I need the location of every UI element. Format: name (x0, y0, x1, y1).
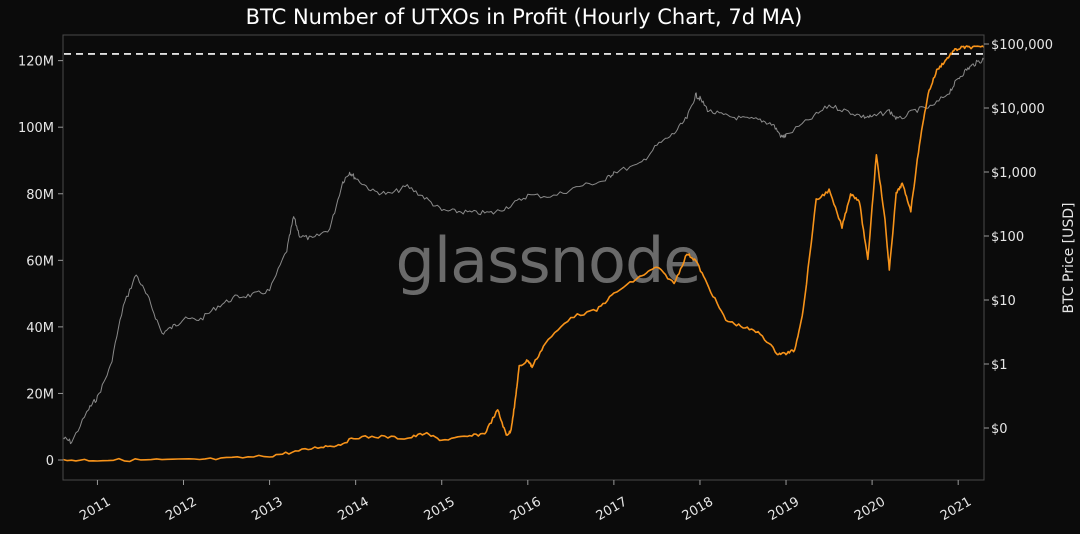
y-right-tick-label: $1 (991, 358, 1008, 373)
y-right-axis-label: BTC Price [USD] (1061, 202, 1077, 313)
chart-title: BTC Number of UTXOs in Profit (Hourly Ch… (246, 5, 803, 29)
y-left-tick-label: 120M (18, 55, 54, 70)
utxos-in-profit-series-line (62, 45, 985, 463)
y-left-tick-label: 60M (26, 254, 54, 269)
plot-frame (62, 34, 985, 481)
y-right-tick-label: $100,000 (991, 38, 1053, 53)
y-left-tick-label: 40M (26, 321, 54, 336)
y-right-tick-label: $10 (991, 294, 1016, 309)
y-left-tick-label: 100M (18, 121, 54, 136)
y-right-axis: $0 $1 $10 $100 $1,000 $10,000 $100,000 (984, 38, 1053, 437)
y-left-tick-label: 0 (46, 454, 54, 469)
y-left-axis: 0 20M 40M 60M 80M 100M 120M (18, 55, 63, 469)
y-left-tick-label: 20M (26, 387, 54, 402)
price-series-line (62, 57, 985, 445)
y-right-tick-label: $1,000 (991, 166, 1037, 181)
watermark: glassnode (396, 224, 701, 297)
y-left-tick-label: 80M (26, 188, 54, 203)
y-right-tick-label: $0 (991, 422, 1008, 437)
y-right-tick-label: $10,000 (991, 102, 1045, 117)
series-layer (62, 45, 985, 463)
y-right-tick-label: $100 (991, 230, 1024, 245)
